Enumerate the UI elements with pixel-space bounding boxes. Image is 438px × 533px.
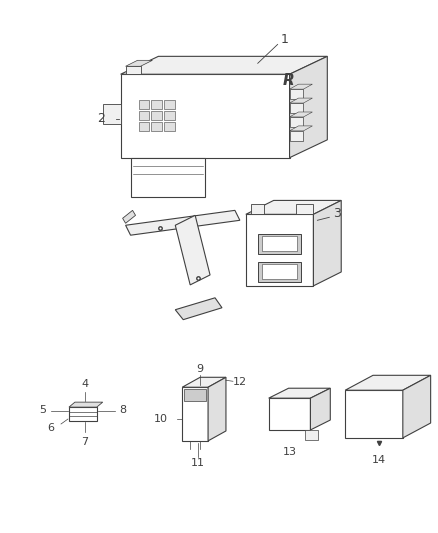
- Polygon shape: [182, 377, 226, 387]
- Text: 8: 8: [119, 405, 126, 415]
- Polygon shape: [120, 74, 290, 158]
- Polygon shape: [403, 375, 431, 438]
- Polygon shape: [290, 98, 312, 103]
- Polygon shape: [131, 158, 205, 197]
- Polygon shape: [69, 402, 103, 407]
- Polygon shape: [262, 236, 297, 251]
- Polygon shape: [175, 215, 210, 285]
- Polygon shape: [296, 204, 314, 214]
- Polygon shape: [69, 407, 97, 421]
- Bar: [164, 100, 175, 109]
- Bar: [152, 122, 162, 131]
- Polygon shape: [290, 56, 327, 158]
- Polygon shape: [290, 126, 312, 131]
- Polygon shape: [305, 430, 318, 440]
- Bar: [152, 100, 162, 109]
- Text: 2: 2: [97, 112, 105, 125]
- Polygon shape: [314, 200, 341, 286]
- Polygon shape: [345, 390, 403, 438]
- Text: 11: 11: [191, 458, 205, 468]
- Text: R: R: [283, 72, 294, 88]
- Text: 3: 3: [333, 207, 341, 220]
- Polygon shape: [290, 103, 304, 113]
- Text: 1: 1: [281, 33, 289, 46]
- Polygon shape: [258, 234, 301, 254]
- Text: 7: 7: [81, 437, 88, 447]
- Polygon shape: [103, 104, 120, 124]
- Polygon shape: [175, 298, 222, 320]
- Text: 14: 14: [372, 455, 386, 465]
- Polygon shape: [126, 66, 141, 74]
- Polygon shape: [251, 204, 264, 214]
- Polygon shape: [208, 377, 226, 441]
- Polygon shape: [258, 262, 301, 282]
- Text: 12: 12: [233, 377, 247, 387]
- Bar: [138, 122, 149, 131]
- Polygon shape: [268, 388, 330, 398]
- Polygon shape: [290, 89, 304, 99]
- Polygon shape: [126, 60, 152, 66]
- Bar: [152, 111, 162, 120]
- Polygon shape: [290, 112, 312, 117]
- Text: 5: 5: [39, 405, 46, 415]
- Polygon shape: [123, 211, 135, 223]
- Polygon shape: [345, 375, 431, 390]
- Text: 6: 6: [48, 423, 55, 433]
- Polygon shape: [184, 389, 206, 401]
- Polygon shape: [268, 398, 311, 430]
- Bar: [138, 111, 149, 120]
- Text: 10: 10: [153, 414, 167, 424]
- Bar: [164, 111, 175, 120]
- Polygon shape: [290, 131, 304, 141]
- Polygon shape: [290, 117, 304, 127]
- Bar: [138, 100, 149, 109]
- Polygon shape: [182, 387, 208, 441]
- Text: 13: 13: [283, 447, 297, 457]
- Text: 9: 9: [197, 365, 204, 374]
- Polygon shape: [262, 264, 297, 279]
- Polygon shape: [311, 388, 330, 430]
- Text: 4: 4: [81, 379, 88, 389]
- Polygon shape: [290, 84, 312, 89]
- Polygon shape: [246, 214, 314, 286]
- Bar: [164, 122, 175, 131]
- Polygon shape: [120, 56, 327, 74]
- Polygon shape: [126, 211, 240, 235]
- Polygon shape: [246, 200, 341, 214]
